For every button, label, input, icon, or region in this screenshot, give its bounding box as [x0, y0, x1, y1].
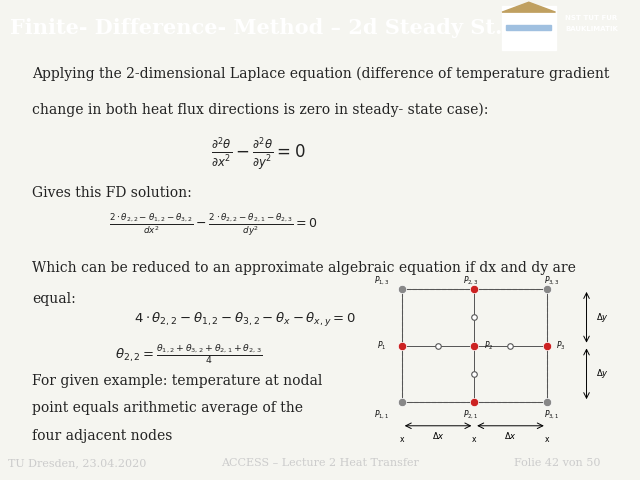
Bar: [402, 289, 547, 402]
Text: For given example: temperature at nodal: For given example: temperature at nodal: [32, 374, 323, 388]
Text: x: x: [545, 435, 549, 444]
Text: x: x: [472, 435, 477, 444]
Text: $\Delta x$: $\Delta x$: [432, 430, 444, 441]
Text: point equals arithmetic average of the: point equals arithmetic average of the: [32, 401, 303, 415]
Text: $P_{2,1}$: $P_{2,1}$: [463, 408, 479, 420]
Text: $\Delta y$: $\Delta y$: [596, 311, 609, 324]
Polygon shape: [502, 2, 556, 12]
Text: $P_{1}$: $P_{1}$: [377, 339, 387, 352]
Text: four adjacent nodes: four adjacent nodes: [32, 429, 172, 443]
Text: change in both heat flux directions is zero in steady- state case):: change in both heat flux directions is z…: [32, 102, 488, 117]
Text: Which can be reduced to an approximate algebraic equation if dx and dy are: Which can be reduced to an approximate a…: [32, 261, 576, 275]
Text: Finite- Difference- Method – 2d Steady St.: Finite- Difference- Method – 2d Steady S…: [10, 18, 502, 37]
Text: $\Delta y$: $\Delta y$: [596, 367, 609, 380]
Text: $4 \cdot \theta_{2,2} - \theta_{1,2} - \theta_{3,2} - \theta_{x} - \theta_{x,y} : $4 \cdot \theta_{2,2} - \theta_{1,2} - \…: [134, 312, 356, 329]
Polygon shape: [506, 25, 551, 30]
Text: $\Delta x$: $\Delta x$: [504, 430, 517, 441]
Text: $\frac{2 \cdot \theta_{2,2} - \theta_{1,2} - \theta_{3,2}}{dx^2} - \frac{2 \cdot: $\frac{2 \cdot \theta_{2,2} - \theta_{1,…: [109, 212, 317, 238]
Text: Folie 42 von 50: Folie 42 von 50: [513, 458, 600, 468]
Text: $P_{3,3}$: $P_{3,3}$: [544, 275, 559, 287]
Text: Gives this FD solution:: Gives this FD solution:: [32, 186, 192, 200]
Text: NST TUT FUR: NST TUT FUR: [565, 15, 618, 22]
Text: $P_{3,1}$: $P_{3,1}$: [544, 408, 559, 420]
Text: $P_{2,3}$: $P_{2,3}$: [463, 275, 479, 287]
Text: equal:: equal:: [32, 292, 76, 306]
Text: Applying the 2-dimensional Laplace equation (difference of temperature gradient: Applying the 2-dimensional Laplace equat…: [32, 67, 609, 81]
Text: ACCESS – Lecture 2 Heat Transfer: ACCESS – Lecture 2 Heat Transfer: [221, 458, 419, 468]
Text: BAUKLIMATIK: BAUKLIMATIK: [565, 26, 618, 33]
Text: $\theta_{2,2} = \frac{\theta_{1,2} + \theta_{3,2} + \theta_{2,1} + \theta_{2,3}}: $\theta_{2,2} = \frac{\theta_{1,2} + \th…: [115, 343, 262, 366]
Text: $P_{1,1}$: $P_{1,1}$: [374, 408, 389, 420]
Text: x: x: [399, 435, 404, 444]
Text: $P_{1,3}$: $P_{1,3}$: [374, 275, 390, 287]
Text: $P_{2}$: $P_{2}$: [484, 339, 493, 352]
Text: $\frac{\partial^2\theta}{\partial x^2} - \frac{\partial^2\theta}{\partial y^2} =: $\frac{\partial^2\theta}{\partial x^2} -…: [211, 135, 306, 172]
Bar: [502, 5, 556, 50]
Text: $P_{3}$: $P_{3}$: [556, 339, 566, 352]
Text: TU Dresden, 23.04.2020: TU Dresden, 23.04.2020: [8, 458, 146, 468]
